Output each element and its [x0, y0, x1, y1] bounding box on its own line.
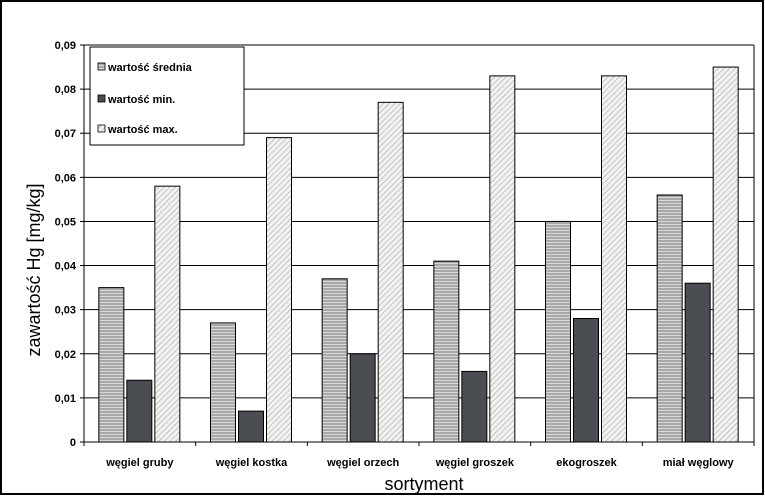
- x-tick-label: miał węglowy: [663, 457, 735, 469]
- bar-mean: [98, 287, 125, 443]
- x-tick-label: węgiel groszek: [435, 457, 515, 469]
- y-tick-label: 0,05: [55, 216, 76, 228]
- bar-mean: [433, 260, 460, 443]
- bar-min: [349, 353, 376, 443]
- labels-layer: 0 0,01 0,02 0,03 0,04 0,05 0,06 0,07 0,08 0,09 węg…: [55, 40, 735, 469]
- bar-mean: [545, 220, 571, 443]
- bar-min: [573, 317, 599, 443]
- bars-layer: [98, 66, 739, 443]
- y-tick-label: 0,06: [55, 172, 76, 184]
- bar-mean: [321, 278, 348, 443]
- y-tick-label: 0,09: [55, 40, 76, 52]
- x-tick-label: węgiel kostka: [215, 457, 288, 469]
- legend-swatch-min: [97, 94, 106, 103]
- bar-max: [377, 101, 404, 443]
- bar-min: [126, 379, 153, 443]
- bar-max: [266, 137, 292, 443]
- legend-box: [89, 46, 245, 146]
- legend-swatch-max: [97, 124, 106, 133]
- axis-layer: [80, 44, 755, 446]
- y-axis-title: zawartość Hg [mg/kg]: [24, 183, 44, 356]
- legend-label-min: wartość min.: [107, 94, 175, 106]
- bar-max: [712, 66, 739, 443]
- y-tick-label: 0,02: [55, 349, 76, 361]
- y-tick-label: 0: [70, 437, 76, 449]
- y-tick-label: 0,03: [55, 305, 76, 317]
- bar-max: [489, 75, 516, 443]
- bar-max: [154, 185, 181, 443]
- x-tick-label: ekogroszek: [556, 457, 617, 469]
- x-tick-label: węgiel gruby: [105, 457, 174, 469]
- bar-mean: [656, 194, 683, 443]
- x-axis-title: sortyment: [384, 474, 463, 494]
- y-tick-label: 0,01: [55, 393, 76, 405]
- y-tick-label: 0,08: [55, 84, 76, 96]
- x-tick-label: węgiel orzech: [326, 457, 399, 469]
- bar-min: [684, 282, 711, 443]
- legend-swatch-mean: [97, 62, 106, 71]
- bar-mean: [210, 322, 236, 443]
- legend: wartość średnia wartość min. wartość max…: [89, 46, 245, 146]
- bar-min: [238, 410, 264, 443]
- bar-min: [461, 370, 488, 443]
- legend-label-mean: wartość średnia: [107, 62, 193, 74]
- y-tick-label: 0,07: [55, 128, 76, 140]
- y-tick-label: 0,04: [55, 261, 77, 273]
- bar-max: [601, 75, 627, 443]
- legend-label-max: wartość max.: [107, 124, 178, 136]
